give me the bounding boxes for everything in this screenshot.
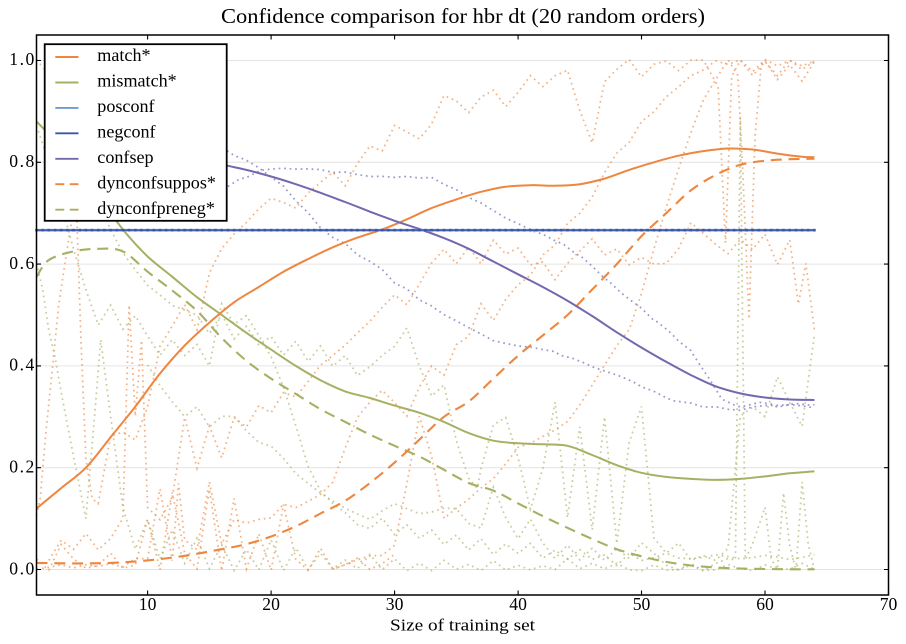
svg-text:negconf: negconf [97,121,156,141]
svg-text:0.8: 0.8 [9,151,34,171]
svg-text:0.4: 0.4 [9,355,34,375]
svg-text:dynconfpreneg*: dynconfpreneg* [97,198,215,218]
svg-text:0.2: 0.2 [9,457,34,477]
svg-text:60: 60 [756,594,774,614]
svg-text:0.6: 0.6 [9,253,34,273]
svg-text:10: 10 [139,594,157,614]
svg-text:mismatch*: mismatch* [97,71,176,91]
svg-text:match*: match* [97,45,150,65]
svg-text:Confidence comparison for hbr: Confidence comparison for hbr dt (20 ran… [221,4,705,28]
svg-text:posconf: posconf [97,96,155,116]
svg-text:1.0: 1.0 [9,49,34,69]
svg-text:dynconfsuppos*: dynconfsuppos* [97,172,216,192]
svg-text:40: 40 [509,594,527,614]
svg-text:20: 20 [262,594,280,614]
svg-text:0.0: 0.0 [9,558,34,578]
svg-text:50: 50 [633,594,651,614]
svg-text:Size of training set: Size of training set [390,616,535,635]
svg-text:70: 70 [880,594,898,614]
svg-text:confsep: confsep [97,147,153,167]
svg-text:30: 30 [386,594,404,614]
